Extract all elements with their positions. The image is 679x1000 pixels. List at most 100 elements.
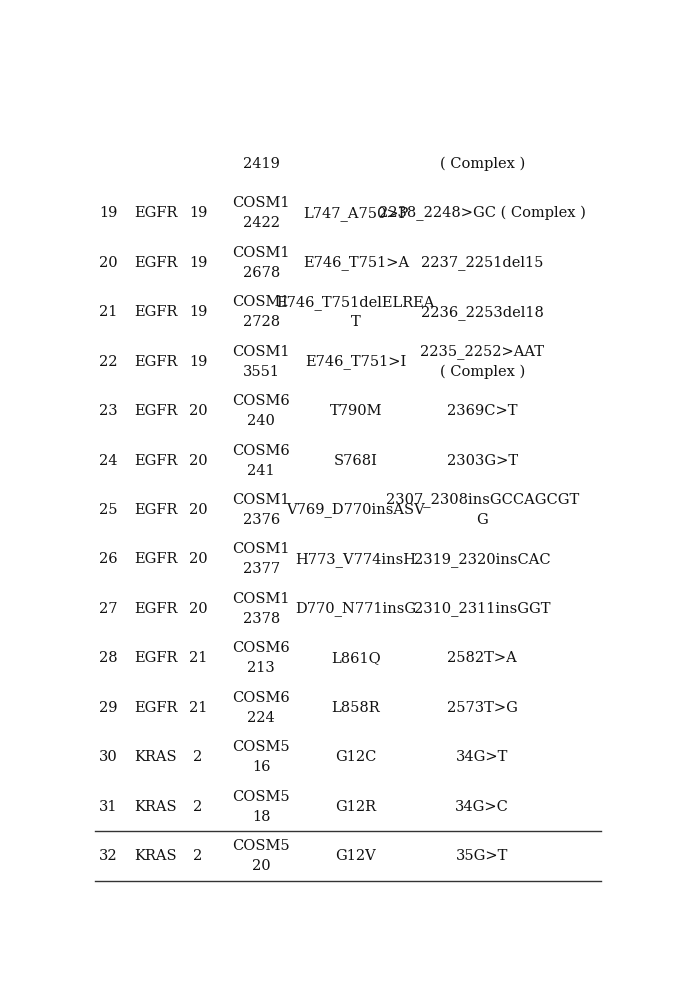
Text: 2377: 2377 — [242, 562, 280, 576]
Text: EGFR: EGFR — [134, 701, 178, 715]
Text: 2303G>T: 2303G>T — [447, 454, 517, 468]
Text: 21: 21 — [189, 701, 207, 715]
Text: 29: 29 — [99, 701, 117, 715]
Text: ( Complex ): ( Complex ) — [439, 365, 525, 379]
Text: 23: 23 — [99, 404, 118, 418]
Text: L861Q: L861Q — [331, 651, 381, 665]
Text: COSM6: COSM6 — [232, 641, 290, 655]
Text: 27: 27 — [99, 602, 117, 616]
Text: S768I: S768I — [334, 454, 378, 468]
Text: EGFR: EGFR — [134, 256, 178, 270]
Text: 19: 19 — [189, 256, 207, 270]
Text: COSM6: COSM6 — [232, 691, 290, 705]
Text: EGFR: EGFR — [134, 503, 178, 517]
Text: EGFR: EGFR — [134, 454, 178, 468]
Text: H773_V774insH: H773_V774insH — [295, 552, 416, 567]
Text: 24: 24 — [99, 454, 117, 468]
Text: 2: 2 — [194, 750, 202, 764]
Text: COSM5: COSM5 — [232, 740, 290, 754]
Text: 20: 20 — [189, 404, 207, 418]
Text: COSM1: COSM1 — [232, 493, 290, 507]
Text: 213: 213 — [247, 661, 275, 675]
Text: EGFR: EGFR — [134, 355, 178, 369]
Text: 20: 20 — [99, 256, 118, 270]
Text: E746_T751delELREA: E746_T751delELREA — [277, 295, 435, 310]
Text: COSM1: COSM1 — [232, 196, 290, 210]
Text: 2235_2252>AAT: 2235_2252>AAT — [420, 344, 544, 359]
Text: 3551: 3551 — [242, 365, 280, 379]
Text: 2236_2253del18: 2236_2253del18 — [421, 305, 544, 320]
Text: COSM6: COSM6 — [232, 394, 290, 408]
Text: 35G>T: 35G>T — [456, 849, 509, 863]
Text: 19: 19 — [99, 206, 117, 220]
Text: L858R: L858R — [331, 701, 380, 715]
Text: 2: 2 — [194, 800, 202, 814]
Text: 25: 25 — [99, 503, 117, 517]
Text: 22: 22 — [99, 355, 117, 369]
Text: T: T — [351, 315, 361, 329]
Text: G12R: G12R — [335, 800, 376, 814]
Text: 21: 21 — [99, 305, 117, 319]
Text: 2369C>T: 2369C>T — [447, 404, 517, 418]
Text: 19: 19 — [189, 305, 207, 319]
Text: 30: 30 — [99, 750, 118, 764]
Text: EGFR: EGFR — [134, 206, 178, 220]
Text: D770_N771insG: D770_N771insG — [295, 601, 416, 616]
Text: 2376: 2376 — [242, 513, 280, 527]
Text: 20: 20 — [189, 454, 207, 468]
Text: COSM6: COSM6 — [232, 444, 290, 458]
Text: 2307_2308insGCCAGCGT: 2307_2308insGCCAGCGT — [386, 493, 579, 507]
Text: 2419: 2419 — [242, 157, 280, 171]
Text: KRAS: KRAS — [134, 849, 177, 863]
Text: 31: 31 — [99, 800, 117, 814]
Text: COSM1: COSM1 — [232, 345, 290, 359]
Text: 21: 21 — [189, 651, 207, 665]
Text: L747_A750>P: L747_A750>P — [304, 206, 409, 221]
Text: COSM5: COSM5 — [232, 790, 290, 804]
Text: V769_D770insASV: V769_D770insASV — [287, 503, 425, 517]
Text: 20: 20 — [189, 602, 207, 616]
Text: KRAS: KRAS — [134, 800, 177, 814]
Text: 2422: 2422 — [242, 216, 280, 230]
Text: G12V: G12V — [335, 849, 376, 863]
Text: 2573T>G: 2573T>G — [447, 701, 517, 715]
Text: 20: 20 — [252, 859, 270, 873]
Text: 2319_2320insCAC: 2319_2320insCAC — [414, 552, 551, 567]
Text: 240: 240 — [247, 414, 275, 428]
Text: 20: 20 — [189, 503, 207, 517]
Text: E746_T751>I: E746_T751>I — [306, 354, 407, 369]
Text: 34G>C: 34G>C — [455, 800, 509, 814]
Text: 16: 16 — [252, 760, 270, 774]
Text: EGFR: EGFR — [134, 552, 178, 566]
Text: COSM1: COSM1 — [232, 295, 290, 309]
Text: T790M: T790M — [329, 404, 382, 418]
Text: 19: 19 — [189, 206, 207, 220]
Text: 32: 32 — [99, 849, 118, 863]
Text: 2582T>A: 2582T>A — [447, 651, 517, 665]
Text: 2378: 2378 — [242, 612, 280, 626]
Text: 34G>T: 34G>T — [456, 750, 509, 764]
Text: COSM1: COSM1 — [232, 542, 290, 556]
Text: EGFR: EGFR — [134, 404, 178, 418]
Text: 2310_2311insGGT: 2310_2311insGGT — [414, 601, 551, 616]
Text: 2728: 2728 — [242, 315, 280, 329]
Text: ( Complex ): ( Complex ) — [439, 157, 525, 171]
Text: 28: 28 — [99, 651, 118, 665]
Text: COSM1: COSM1 — [232, 246, 290, 260]
Text: EGFR: EGFR — [134, 602, 178, 616]
Text: COSM1: COSM1 — [232, 592, 290, 606]
Text: 2238_2248>GC ( Complex ): 2238_2248>GC ( Complex ) — [379, 206, 585, 221]
Text: 2: 2 — [194, 849, 202, 863]
Text: 20: 20 — [189, 552, 207, 566]
Text: EGFR: EGFR — [134, 305, 178, 319]
Text: KRAS: KRAS — [134, 750, 177, 764]
Text: EGFR: EGFR — [134, 651, 178, 665]
Text: 241: 241 — [247, 464, 275, 478]
Text: 19: 19 — [189, 355, 207, 369]
Text: 224: 224 — [247, 711, 275, 725]
Text: COSM5: COSM5 — [232, 839, 290, 853]
Text: E746_T751>A: E746_T751>A — [303, 255, 409, 270]
Text: 18: 18 — [252, 810, 270, 824]
Text: G: G — [476, 513, 488, 527]
Text: G12C: G12C — [335, 750, 377, 764]
